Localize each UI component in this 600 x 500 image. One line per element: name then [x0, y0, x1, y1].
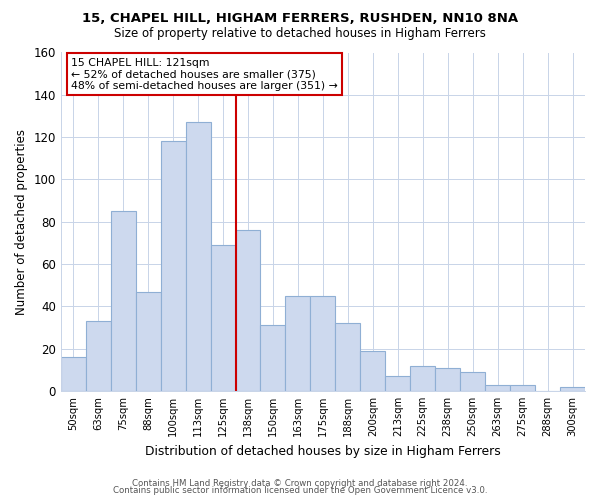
Bar	[361, 350, 385, 391]
Bar	[310, 296, 335, 391]
Text: 15, CHAPEL HILL, HIGHAM FERRERS, RUSHDEN, NN10 8NA: 15, CHAPEL HILL, HIGHAM FERRERS, RUSHDEN…	[82, 12, 518, 26]
Text: Contains HM Land Registry data © Crown copyright and database right 2024.: Contains HM Land Registry data © Crown c…	[132, 478, 468, 488]
Bar	[236, 230, 260, 391]
Bar	[435, 368, 460, 391]
Text: Size of property relative to detached houses in Higham Ferrers: Size of property relative to detached ho…	[114, 28, 486, 40]
Text: 15 CHAPEL HILL: 121sqm
← 52% of detached houses are smaller (375)
48% of semi-de: 15 CHAPEL HILL: 121sqm ← 52% of detached…	[71, 58, 338, 91]
Y-axis label: Number of detached properties: Number of detached properties	[15, 128, 28, 314]
Bar	[460, 372, 485, 391]
Bar	[286, 296, 310, 391]
Text: Contains public sector information licensed under the Open Government Licence v3: Contains public sector information licen…	[113, 486, 487, 495]
Bar	[61, 357, 86, 391]
Bar	[185, 122, 211, 391]
Bar	[485, 384, 510, 391]
X-axis label: Distribution of detached houses by size in Higham Ferrers: Distribution of detached houses by size …	[145, 444, 501, 458]
Bar	[211, 245, 236, 391]
Bar	[260, 326, 286, 391]
Bar	[510, 384, 535, 391]
Bar	[560, 386, 585, 391]
Bar	[161, 142, 185, 391]
Bar	[335, 323, 361, 391]
Bar	[410, 366, 435, 391]
Bar	[385, 376, 410, 391]
Bar	[136, 292, 161, 391]
Bar	[111, 211, 136, 391]
Bar	[86, 321, 111, 391]
